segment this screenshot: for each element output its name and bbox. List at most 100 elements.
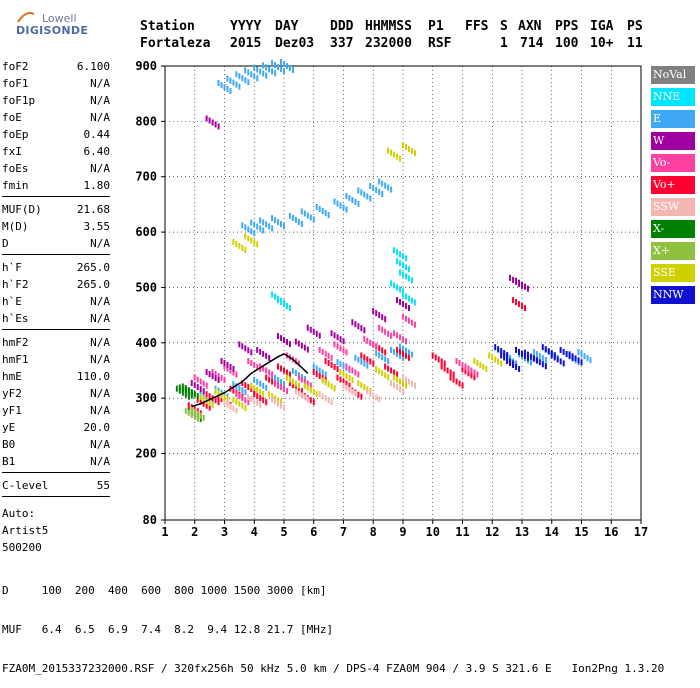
data-point-w xyxy=(247,347,250,354)
param-key: hmF1 xyxy=(2,353,29,366)
data-point-e xyxy=(381,191,384,198)
param-value: 1.80 xyxy=(83,179,111,192)
data-point-vo xyxy=(384,363,387,370)
auto-line: Artist5 xyxy=(2,524,49,537)
data-point-nne xyxy=(286,303,288,310)
data-point-sse xyxy=(315,390,318,397)
data-point-e xyxy=(244,67,247,74)
data-point-nne xyxy=(407,295,410,302)
data-point-x xyxy=(187,409,190,416)
data-point-e xyxy=(515,360,518,367)
data-point-sse xyxy=(500,360,503,367)
data-point-vo xyxy=(387,330,390,337)
data-point-e xyxy=(336,200,339,207)
data-point-ssw xyxy=(300,392,303,399)
data-point-ssw xyxy=(399,386,402,393)
data-point-e xyxy=(283,68,286,75)
data-point-w xyxy=(360,325,363,332)
data-point-sse xyxy=(232,396,235,403)
data-point-vo xyxy=(464,363,467,370)
data-point-vo xyxy=(330,361,333,368)
data-point-e xyxy=(229,88,232,95)
data-point-sse xyxy=(494,356,497,363)
param-value: 3.55 xyxy=(83,220,111,233)
data-point-vo xyxy=(366,337,369,344)
data-point-e xyxy=(303,210,306,217)
data-point-sse xyxy=(241,244,244,251)
data-point-e xyxy=(333,198,336,205)
data-point-sse xyxy=(330,383,333,390)
data-point-nnw xyxy=(523,349,526,356)
data-point-w xyxy=(250,349,253,356)
header-table: Station YYYY DAY DDD HHMMSS P1 FFS S AXN PPS IGA PS… xyxy=(140,18,643,103)
header-value: Dez03 xyxy=(275,36,315,51)
data-point-nne xyxy=(402,288,405,295)
data-point-w xyxy=(381,314,384,321)
x-tick-label: 6 xyxy=(310,525,317,539)
data-point-e xyxy=(339,202,342,209)
legend-vo: Vo- xyxy=(651,154,695,172)
data-point-e xyxy=(256,223,259,230)
param-value: N/A xyxy=(90,77,110,90)
data-point-w xyxy=(277,333,279,340)
data-point-vo xyxy=(396,332,399,339)
param-key: hmF2 xyxy=(2,336,29,349)
header-label-p1: P1 xyxy=(428,19,444,34)
data-point-sse xyxy=(250,382,253,389)
data-point-e xyxy=(396,350,399,357)
data-point-w xyxy=(402,301,404,308)
x-tick-label: 10 xyxy=(426,525,440,539)
param-key: foF2 xyxy=(2,60,29,73)
data-point-e xyxy=(339,361,342,368)
data-point-nnw xyxy=(547,348,550,355)
data-point-sse xyxy=(476,359,479,366)
parameter-panel: foF2 6.100 foF1 N/A foF1p N/A foE N/A foEp 0.44 fx… xyxy=(2,58,110,556)
data-point-nnw xyxy=(527,354,529,361)
data-point-ssw xyxy=(345,384,348,391)
data-point-x xyxy=(196,410,199,417)
data-point-vo xyxy=(241,380,244,387)
o-trace-line xyxy=(191,353,309,408)
data-point-vo xyxy=(265,374,268,381)
data-point-vo xyxy=(404,315,407,322)
header-label-day: DAY xyxy=(275,19,299,34)
data-point-vo xyxy=(452,371,455,378)
data-point-vo xyxy=(345,349,348,356)
data-point-sse xyxy=(360,382,363,389)
data-point-e xyxy=(268,223,271,230)
data-point-ssw xyxy=(283,404,286,411)
data-point-vo xyxy=(205,402,208,409)
param-key: B0 xyxy=(2,438,16,451)
data-point-vo xyxy=(214,371,217,378)
data-point-e xyxy=(357,200,360,207)
data-point-w xyxy=(515,277,517,284)
data-point-vo xyxy=(238,393,241,400)
data-point-nne xyxy=(399,286,402,293)
header-value: 11 xyxy=(627,36,643,51)
param-row: yF2 N/A xyxy=(2,385,110,402)
data-point-nnw xyxy=(562,348,565,355)
data-point-vo xyxy=(342,378,345,385)
data-point-e xyxy=(309,214,312,221)
data-point-sse xyxy=(396,153,399,160)
data-point-vo xyxy=(473,374,476,381)
data-point-e xyxy=(390,346,393,353)
data-point-vo xyxy=(512,297,515,304)
data-point-vo xyxy=(360,393,363,400)
data-point-vo xyxy=(518,301,521,308)
data-point-e xyxy=(262,227,265,234)
data-point-e xyxy=(262,62,265,69)
data-point-vo xyxy=(297,360,300,367)
data-point-e xyxy=(378,352,381,359)
data-point-sse xyxy=(268,391,271,398)
param-row: fxI 6.40 xyxy=(2,143,110,160)
data-point-e xyxy=(372,185,375,192)
data-point-vo xyxy=(458,380,461,387)
data-point-w xyxy=(309,326,312,333)
data-point-ssw xyxy=(342,382,345,389)
data-point-nnw xyxy=(532,355,535,362)
data-point-w xyxy=(229,363,232,370)
data-point-nnw xyxy=(526,351,529,358)
data-point-vo xyxy=(262,397,265,404)
param-key: yE xyxy=(2,421,16,434)
